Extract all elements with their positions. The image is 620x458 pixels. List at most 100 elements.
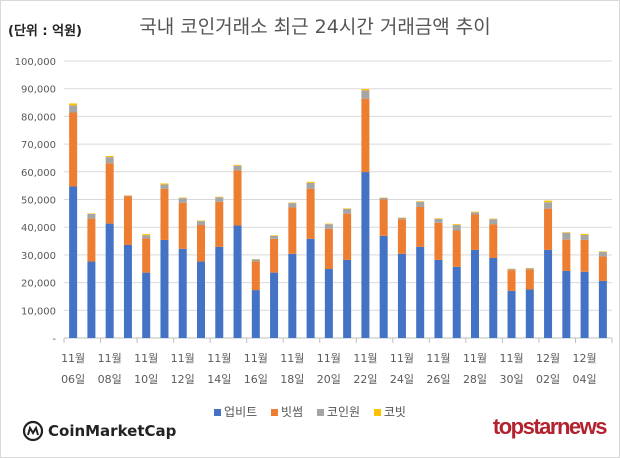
x-tick-label: 11월 [463, 352, 487, 365]
bar-segment [160, 183, 169, 185]
bar-segment [562, 232, 571, 233]
bar-segment [525, 268, 534, 270]
bar-segment [197, 220, 205, 222]
y-tick-label: 70,000 [21, 140, 56, 151]
bar-segment [251, 259, 260, 262]
bar-segment [397, 217, 406, 220]
x-tick-label: 11월 [390, 352, 414, 365]
bar-segment [288, 253, 297, 338]
bar-segment [434, 222, 443, 260]
bar-segment [598, 251, 607, 257]
bar-segment [87, 261, 96, 338]
bar-segment [288, 202, 297, 204]
y-tick-label: 80,000 [21, 112, 56, 123]
bar-segment [324, 224, 333, 229]
legend-label: 코인원 [326, 405, 361, 419]
x-tick-label: 11월 [280, 352, 304, 365]
coinmarketcap-logo: CoinMarketCap [22, 420, 176, 442]
bar-segment [580, 234, 589, 240]
bar-segment [233, 164, 242, 166]
bar-segment [123, 244, 132, 338]
bar-segment [379, 199, 388, 236]
x-tick-label: 12월 [573, 352, 597, 365]
x-tick-label: 08일 [98, 372, 122, 386]
x-tick-label: 12월 [536, 352, 560, 365]
bar-segment [197, 221, 205, 225]
bar-segment [471, 211, 479, 213]
bar-segment [215, 246, 224, 338]
y-tick-label: 10,000 [21, 306, 56, 317]
bar-segment [233, 165, 242, 171]
y-tick-label: 30,000 [21, 251, 56, 262]
bar-segment [471, 214, 479, 250]
x-tick-label: 11월 [244, 352, 268, 365]
legend-item-coinone: 코인원 [316, 405, 361, 419]
bar-segment [544, 249, 553, 338]
bar-segment [270, 235, 279, 236]
bar-segment [306, 182, 315, 189]
bar-segment [178, 197, 187, 199]
bar-segment [452, 224, 461, 225]
unit-label: (단위 : 억원) [8, 24, 82, 39]
bar-segment [452, 224, 461, 231]
x-tick-label: 26일 [426, 372, 450, 386]
legend-item-upbit: 업비트 [214, 405, 257, 419]
bar-segment [105, 223, 114, 338]
x-tick-label: 22일 [353, 372, 377, 386]
bar-segment [69, 105, 78, 113]
bar-segment [215, 196, 224, 198]
x-tick-label: 11월 [61, 352, 85, 365]
bar-segment [215, 201, 224, 247]
x-tick-label: 14일 [207, 372, 231, 386]
legend-item-bithumb: 빗썸 [270, 405, 303, 419]
x-tick-label: 11월 [207, 352, 231, 365]
bar-segment [197, 261, 205, 338]
bar-segment [215, 197, 224, 202]
stacked-bar-chart: - 10,000 20,000 30,000 40,000 50,000 60,000 70,… [15, 57, 613, 386]
chart-title: 국내 코인거래소 최근 24시간 거래금액 추이 [139, 16, 491, 38]
x-tick-label: 02일 [536, 372, 560, 386]
bar-segment [233, 225, 242, 338]
y-tick-label: - [52, 334, 56, 345]
y-tick-label: 40,000 [21, 223, 56, 234]
y-tick-label: 90,000 [21, 85, 56, 96]
bar-segment [270, 235, 279, 239]
bar-segment [288, 203, 297, 208]
bar-segment [379, 235, 388, 338]
y-tick-label: 20,000 [21, 279, 56, 290]
bar-segment [562, 239, 571, 271]
x-tick-label: 11월 [134, 352, 158, 365]
bar-segment [489, 224, 498, 258]
x-tick-label: 11월 [353, 352, 377, 365]
bar-segment [324, 223, 333, 225]
bar-segment [507, 290, 516, 338]
bar-segment [343, 259, 352, 338]
bar-segment [434, 259, 443, 338]
legend-label: 코빗 [383, 405, 406, 419]
bar-segment [562, 232, 571, 240]
x-tick-label: 11월 [317, 352, 341, 365]
bar-segment [507, 270, 516, 291]
x-tick-label: 04일 [573, 372, 597, 386]
bar-segment [397, 219, 406, 254]
bar-segment [598, 280, 607, 338]
bar-segment [544, 200, 553, 203]
bar-segment [489, 218, 498, 220]
bar-segment [324, 228, 333, 270]
x-tick-label: 06일 [61, 372, 85, 386]
legend-item-korbit: 코빗 [373, 405, 406, 419]
bar-segment [324, 269, 333, 338]
x-tick-label: 11월 [499, 352, 523, 365]
bar-segment [379, 197, 388, 200]
bar-segment [416, 201, 425, 207]
bar-segment [343, 208, 352, 209]
bar-segment [288, 207, 297, 254]
bar-segment [69, 112, 78, 187]
bar-segment [123, 195, 132, 197]
bar-segment [580, 271, 589, 338]
bar-segment [361, 90, 370, 99]
bar-segment [452, 266, 461, 338]
bar-segment [87, 213, 96, 214]
bar-segment [452, 230, 461, 267]
bar-segment [489, 257, 498, 338]
